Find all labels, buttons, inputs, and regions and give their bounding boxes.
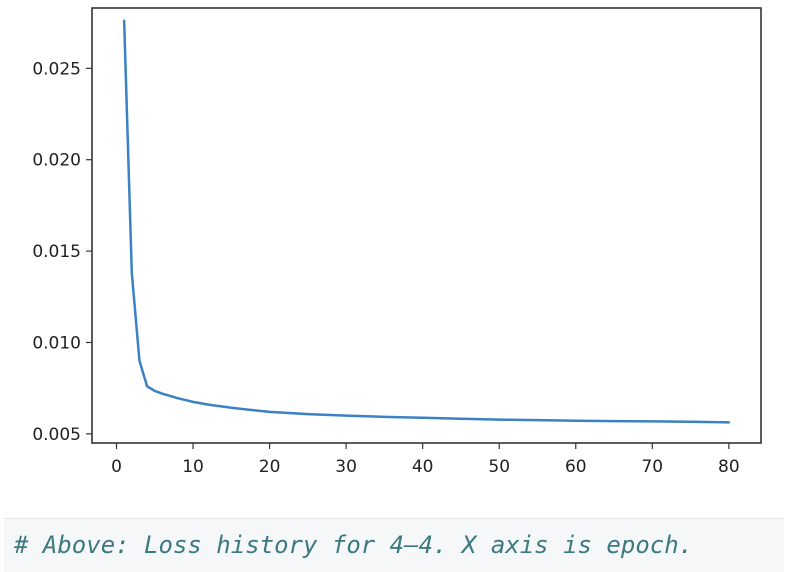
x-axis: 0 10 20 30 40 50 60 70 80 <box>111 443 740 477</box>
loss-series-line <box>122 19 731 424</box>
x-tick-label: 20 <box>259 457 281 477</box>
code-comment-cell: # Above: Loss history for 4—4. X axis is… <box>4 518 784 572</box>
y-tick-label: 0.010 <box>32 333 81 353</box>
y-axis: 0.005 0.010 0.015 0.020 0.025 <box>32 59 92 445</box>
x-tick-label: 10 <box>182 457 204 477</box>
x-tick-label: 60 <box>565 457 587 477</box>
caption-comment: # Above: Loss history for 4—4. X axis is… <box>14 531 694 559</box>
y-tick-label: 0.025 <box>32 59 81 79</box>
x-tick-label: 70 <box>641 457 663 477</box>
x-tick-label: 80 <box>718 457 740 477</box>
x-tick-label: 50 <box>488 457 510 477</box>
x-tick-label: 0 <box>111 457 122 477</box>
y-tick-label: 0.015 <box>32 242 81 262</box>
y-tick-label: 0.020 <box>32 151 81 171</box>
loss-chart: 0.005 0.010 0.015 0.020 0.025 0 10 20 30 40 50 60 7… <box>32 7 762 477</box>
x-tick-label: 30 <box>335 457 357 477</box>
x-tick-label: 40 <box>412 457 434 477</box>
y-tick-label: 0.005 <box>32 425 81 445</box>
plot-frame <box>91 7 762 444</box>
